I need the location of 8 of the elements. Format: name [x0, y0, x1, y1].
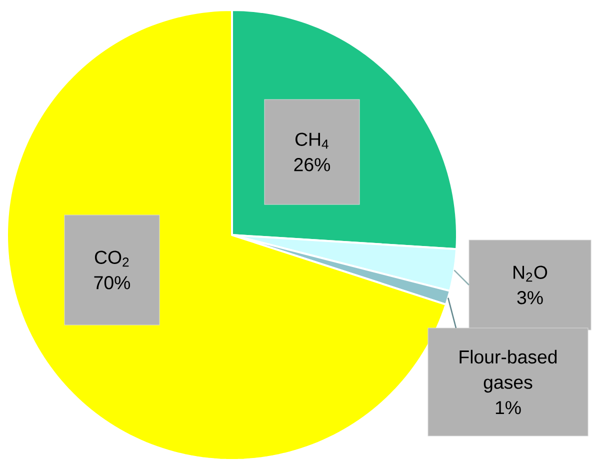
slice-label: CO$_{2}$ — [94, 250, 129, 267]
data-label: 1% — [496, 401, 521, 414]
slice-label: CH$_{4}$ — [295, 132, 328, 149]
slice-label: N$_{2}$O — [514, 266, 548, 282]
data-label: 3% — [517, 291, 543, 304]
slice-label: Flour-based gases — [460, 350, 557, 393]
data-label: 26% — [294, 158, 330, 172]
data-label: 70% — [94, 276, 130, 290]
